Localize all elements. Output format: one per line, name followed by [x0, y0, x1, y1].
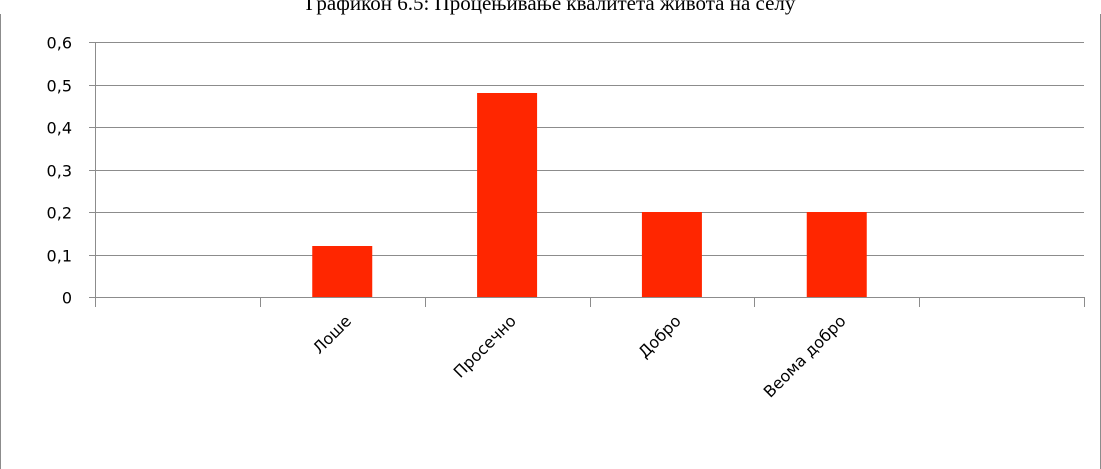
- y-tick-label: 0: [62, 289, 72, 308]
- x-tick-label: Лоше: [309, 311, 355, 357]
- y-tick-label: 0,5: [47, 77, 72, 96]
- chart-title: Графикон 6.5: Процењивање квалитета живо…: [305, 0, 796, 15]
- y-tick-label: 0,2: [47, 204, 72, 223]
- bar: [806, 212, 867, 297]
- y-tick-label: 0,4: [47, 119, 72, 138]
- y-tick-label: 0,1: [47, 247, 72, 266]
- x-tick-label: Добро: [634, 311, 684, 361]
- x-tick-label: Веома добро: [760, 311, 850, 401]
- bar: [641, 212, 702, 297]
- x-tick-label: Просечно: [450, 311, 520, 381]
- bar: [477, 93, 538, 297]
- y-tick-label: 0,6: [47, 34, 72, 53]
- y-tick-label: 0,3: [47, 162, 72, 181]
- bar: [312, 246, 373, 297]
